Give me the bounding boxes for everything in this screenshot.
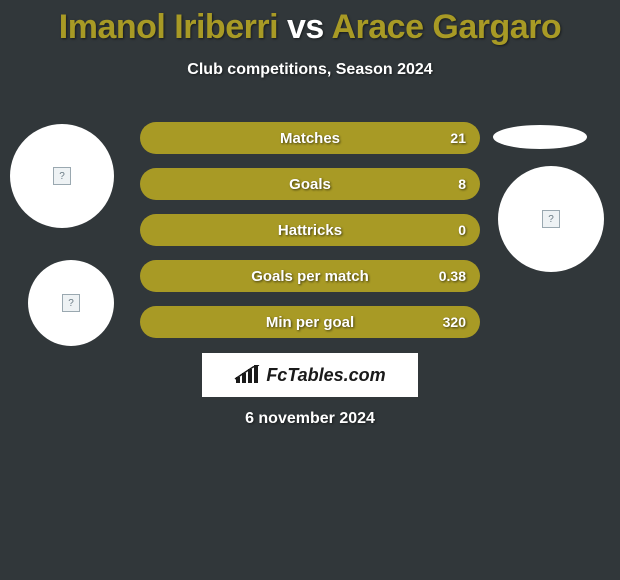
stat-value: 0.38 bbox=[439, 268, 466, 284]
stat-row: Min per goal 320 bbox=[140, 306, 480, 338]
stat-row: Hattricks 0 bbox=[140, 214, 480, 246]
player2-name: Arace Gargaro bbox=[331, 8, 561, 46]
stat-value: 21 bbox=[450, 130, 466, 146]
stat-value: 0 bbox=[458, 222, 466, 238]
player1-club-placeholder: ? bbox=[28, 260, 114, 346]
image-placeholder-icon: ? bbox=[62, 294, 80, 312]
fctables-logo: FcTables.com bbox=[202, 353, 418, 397]
decor-ellipse bbox=[493, 125, 587, 149]
bar-chart-icon bbox=[234, 365, 260, 385]
subtitle: Club competitions, Season 2024 bbox=[0, 61, 620, 79]
player2-photo-placeholder: ? bbox=[498, 166, 604, 272]
logo-text: FcTables.com bbox=[266, 365, 385, 386]
vs-separator: vs bbox=[278, 8, 331, 46]
player1-photo-placeholder: ? bbox=[10, 124, 114, 228]
stats-panel: Matches 21 Goals 8 Hattricks 0 Goals per match… bbox=[140, 122, 480, 352]
stat-row: Goals per match 0.38 bbox=[140, 260, 480, 292]
stat-label: Goals bbox=[289, 176, 331, 193]
stat-label: Min per goal bbox=[266, 314, 354, 331]
stat-row: Matches 21 bbox=[140, 122, 480, 154]
image-placeholder-icon: ? bbox=[53, 167, 71, 185]
stat-label: Goals per match bbox=[251, 268, 369, 285]
stat-label: Hattricks bbox=[278, 222, 342, 239]
comparison-title: Imanol Iriberri vs Arace Gargaro bbox=[0, 0, 620, 47]
stat-row: Goals 8 bbox=[140, 168, 480, 200]
stat-label: Matches bbox=[280, 130, 340, 147]
stat-value: 8 bbox=[458, 176, 466, 192]
stat-value: 320 bbox=[443, 314, 466, 330]
date-label: 6 november 2024 bbox=[0, 410, 620, 428]
player1-name: Imanol Iriberri bbox=[59, 8, 278, 46]
image-placeholder-icon: ? bbox=[542, 210, 560, 228]
